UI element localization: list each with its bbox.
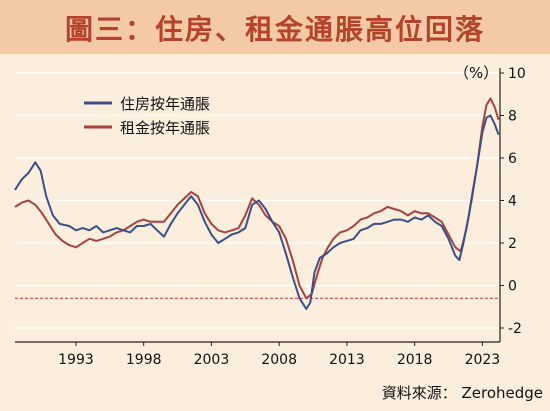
y-tick-label: 0 bbox=[508, 279, 517, 295]
chart-area: 10 8 6 4 2 0 -2 1993 1998 2003 2008 2013 2018 2023 （… bbox=[14, 64, 543, 402]
legend: 住房按年通脹 租金按年通脹 bbox=[84, 95, 210, 137]
unit-label: （%） bbox=[454, 64, 498, 82]
legend-label-housing: 住房按年通脹 bbox=[120, 95, 210, 113]
title-bar bbox=[0, 0, 550, 54]
gridlines bbox=[15, 72, 500, 329]
y-tick-labels: 10 8 6 4 2 0 -2 bbox=[500, 66, 526, 337]
source-note: 資料來源： Zerohedge bbox=[382, 384, 543, 402]
y-tick-label: 4 bbox=[508, 194, 517, 210]
chart-title: 圖三：住房、租金通脹高位回落 bbox=[64, 13, 485, 46]
x-tick-label: 1993 bbox=[58, 352, 94, 368]
axes bbox=[15, 68, 501, 343]
series-line-rent bbox=[14, 97, 500, 300]
series-line-housing bbox=[14, 114, 500, 310]
x-tick-label: 2018 bbox=[397, 352, 433, 368]
y-tick-label: -2 bbox=[508, 321, 522, 337]
x-tick-label: 1998 bbox=[126, 352, 162, 368]
y-tick-label: 6 bbox=[508, 151, 517, 167]
x-tick-label: 2013 bbox=[329, 352, 365, 368]
x-tick-label: 2023 bbox=[465, 352, 501, 368]
x-tick-label: 2008 bbox=[261, 352, 297, 368]
x-tick-labels: 1993 1998 2003 2008 2013 2018 2023 bbox=[58, 342, 500, 368]
y-tick-label: 10 bbox=[508, 66, 526, 82]
legend-label-rent: 租金按年通脹 bbox=[120, 119, 210, 137]
y-tick-label: 8 bbox=[508, 109, 517, 125]
y-tick-label: 2 bbox=[508, 236, 517, 252]
x-tick-label: 2003 bbox=[194, 352, 230, 368]
series-lines bbox=[14, 97, 500, 310]
